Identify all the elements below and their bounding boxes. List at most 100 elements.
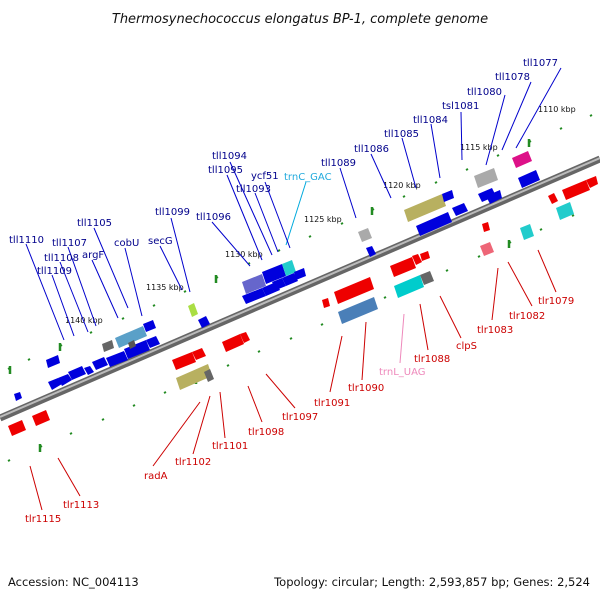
gene-feature[interactable] (204, 369, 214, 382)
gene-feature[interactable] (106, 351, 128, 367)
gene-feature[interactable] (198, 316, 210, 328)
gene-feature[interactable] (143, 320, 156, 332)
gene-feature[interactable] (294, 268, 306, 280)
gene-feature[interactable] (338, 297, 378, 324)
gene-feature[interactable] (518, 170, 540, 188)
gene-feature[interactable] (192, 348, 206, 360)
gene-feature[interactable] (474, 168, 498, 188)
gene-label: tll1096 (196, 212, 231, 223)
position-marker: 1120 kbp (383, 181, 421, 190)
gene-label: tll1077 (523, 58, 558, 69)
accession-text: Accession: NC_004113 (8, 575, 139, 589)
gene-label: tlr1079 (538, 296, 574, 307)
gene-feature[interactable] (124, 340, 150, 359)
gene-label: tlr1115 (25, 514, 61, 525)
gene-label: tlr1091 (314, 398, 350, 409)
gene-feature[interactable] (32, 410, 50, 426)
gene-feature[interactable] (480, 242, 494, 256)
gene-feature[interactable] (84, 366, 94, 375)
gene-label: tlr1101 (212, 441, 248, 452)
gene-label: tll1095 (208, 165, 243, 176)
gene-feature[interactable] (92, 357, 108, 370)
gene-feature[interactable] (68, 366, 86, 380)
genome-summary-text: Topology: circular; Length: 2,593,857 bp… (273, 575, 590, 589)
gene-feature[interactable] (420, 251, 430, 261)
gene-feature[interactable] (394, 275, 424, 298)
gene-label: tll1086 (354, 144, 389, 155)
gene-feature[interactable] (562, 180, 590, 200)
gene-label: cobU (114, 238, 139, 249)
gene-label: tll1089 (321, 158, 356, 169)
gene-feature[interactable] (512, 151, 532, 168)
gene-label: tll1093 (236, 184, 271, 195)
gene-feature[interactable] (548, 193, 558, 204)
gene-label: tlr1088 (414, 354, 450, 365)
gene-feature[interactable] (102, 340, 114, 352)
position-marker: 1115 kbp (460, 143, 498, 152)
gene-label: secG (148, 236, 173, 247)
gene-feature[interactable] (404, 194, 446, 222)
gene-label: radA (144, 471, 168, 482)
gene-feature[interactable] (390, 257, 416, 277)
genome-backbone (0, 155, 600, 422)
gene-label: tll1085 (384, 129, 419, 140)
gene-feature[interactable] (416, 212, 452, 236)
position-marker: 1135 kbp (146, 283, 184, 292)
gene-label: clpS (456, 341, 477, 352)
gene-feature[interactable] (442, 190, 454, 202)
reverse-gene-labels: tlr1079 tlr1082 tlr1083 clpS tlr1088 trn… (25, 249, 574, 525)
gene-feature[interactable] (282, 260, 296, 276)
gene-feature[interactable] (128, 340, 136, 349)
gene-label: trnL_UAG (379, 367, 426, 378)
gene-feature[interactable] (262, 264, 286, 284)
gene-label: tlr1083 (477, 325, 513, 336)
gene-feature[interactable] (452, 203, 468, 216)
forward-gene-features[interactable] (14, 151, 540, 401)
gene-feature[interactable] (412, 254, 422, 265)
gene-feature[interactable] (115, 326, 147, 348)
gene-label: trnC_GAC (284, 172, 332, 183)
gene-feature[interactable] (176, 364, 212, 390)
gene-feature[interactable] (172, 352, 196, 370)
position-marker: 1130 kbp (225, 250, 263, 259)
gene-label: ycf51 (251, 171, 279, 182)
gene-feature[interactable] (520, 224, 534, 240)
gene-label: tlr1097 (282, 412, 318, 423)
gene-label: tll1108 (44, 253, 79, 264)
gene-feature[interactable] (58, 374, 72, 386)
gene-label: tlr1102 (175, 457, 211, 468)
gene-feature[interactable] (482, 222, 490, 232)
gene-label: argF (82, 250, 104, 261)
gene-feature[interactable] (556, 202, 574, 220)
gene-feature[interactable] (486, 190, 502, 204)
gene-label: tsl1081 (442, 101, 479, 112)
gene-label: tll1099 (155, 207, 190, 218)
gene-feature[interactable] (420, 271, 434, 285)
gene-feature[interactable] (358, 228, 372, 242)
reverse-gene-features[interactable] (8, 176, 598, 436)
gene-feature[interactable] (242, 288, 266, 304)
gene-label: tlr1113 (63, 500, 99, 511)
gene-feature[interactable] (14, 392, 22, 401)
gene-feature[interactable] (242, 274, 266, 294)
gene-label: tlr1090 (348, 383, 384, 394)
gene-feature[interactable] (146, 336, 160, 348)
gene-feature[interactable] (366, 246, 376, 257)
gene-feature[interactable] (46, 355, 60, 368)
gene-feature[interactable] (334, 277, 374, 304)
gene-feature[interactable] (240, 332, 250, 343)
gene-feature[interactable] (322, 298, 330, 308)
gene-label: tll1078 (495, 72, 530, 83)
gene-label: tll1107 (52, 238, 87, 249)
gene-feature[interactable] (188, 303, 198, 317)
gene-feature[interactable] (272, 278, 286, 290)
gene-feature[interactable] (478, 188, 496, 202)
gene-label: tll1080 (467, 87, 502, 98)
position-markers: 1110 kbp 1115 kbp 1120 kbp 1125 kbp 1130… (65, 105, 576, 325)
gene-feature[interactable] (586, 176, 598, 188)
gene-feature[interactable] (8, 420, 26, 436)
gene-feature[interactable] (282, 273, 298, 286)
gene-feature[interactable] (222, 334, 244, 352)
gene-feature[interactable] (48, 378, 62, 390)
